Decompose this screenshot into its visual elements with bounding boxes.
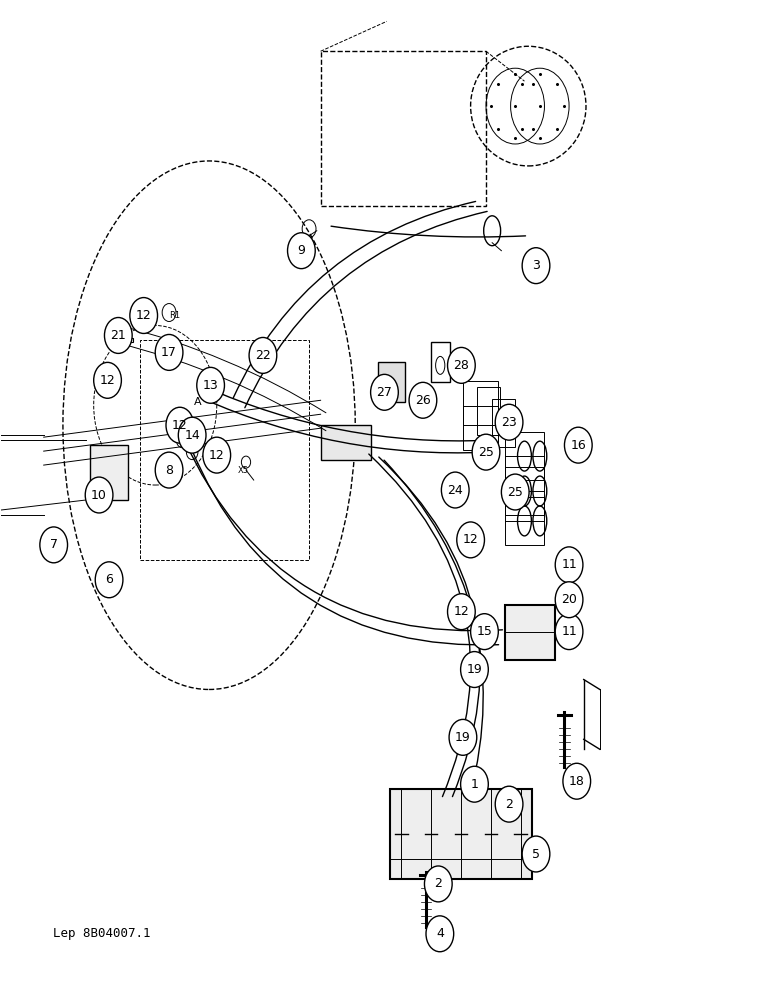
Bar [463,381,497,425]
Circle shape [448,594,476,630]
Text: 11: 11 [561,625,577,638]
Text: R1: R1 [169,311,180,320]
Bar [320,51,486,206]
Text: 3: 3 [532,259,540,272]
Circle shape [203,437,231,473]
Circle shape [555,582,583,618]
Circle shape [457,522,485,558]
Bar [431,342,450,382]
Circle shape [563,763,591,799]
Circle shape [95,562,123,598]
Bar [90,445,128,500]
Circle shape [155,334,183,370]
Circle shape [425,866,452,902]
Text: 21: 21 [110,329,126,342]
Circle shape [461,766,489,802]
Circle shape [104,318,132,353]
Text: 10: 10 [91,489,107,502]
Bar [505,467,543,515]
Text: 14: 14 [185,429,200,442]
Circle shape [448,347,476,383]
Bar [505,432,543,480]
Bar [505,605,555,660]
Circle shape [522,836,550,872]
Text: 18: 18 [569,775,584,788]
Bar [390,789,532,879]
Circle shape [426,916,454,952]
Text: 12: 12 [462,533,479,546]
Circle shape [471,614,498,650]
Text: 6: 6 [105,573,113,586]
Text: 17: 17 [161,346,177,359]
Text: 12: 12 [209,449,225,462]
Circle shape [409,382,437,418]
Circle shape [178,417,206,453]
Text: 1: 1 [470,778,479,791]
Text: 20: 20 [561,593,577,606]
Circle shape [371,374,398,410]
Text: 13: 13 [203,379,218,392]
Text: 23: 23 [501,416,517,429]
Circle shape [461,652,489,687]
Text: 16: 16 [571,439,586,452]
Text: 8: 8 [165,464,173,477]
Text: 12: 12 [136,309,151,322]
Circle shape [555,614,583,650]
Circle shape [522,248,550,284]
Circle shape [93,362,121,398]
Text: 2: 2 [435,877,442,890]
Circle shape [249,337,277,373]
Bar [493,399,515,447]
Text: 25: 25 [478,446,494,459]
Text: 12: 12 [453,605,469,618]
Text: 19: 19 [455,731,471,744]
Text: 25: 25 [507,486,523,499]
Circle shape [555,547,583,583]
Text: 9: 9 [297,244,305,257]
Circle shape [564,427,592,463]
Text: 5: 5 [532,848,540,861]
Circle shape [287,233,315,269]
Circle shape [495,404,523,440]
Circle shape [85,477,113,513]
Circle shape [197,367,225,403]
Text: 12: 12 [172,419,188,432]
Text: 19: 19 [466,663,482,676]
Text: 22: 22 [255,349,271,362]
Circle shape [40,527,67,563]
Text: X4: X4 [192,431,203,440]
Text: 28: 28 [453,359,469,372]
Circle shape [166,407,194,443]
Text: 12: 12 [100,374,116,387]
Text: 2: 2 [505,798,513,811]
Circle shape [442,472,469,508]
Text: X5: X5 [239,466,249,475]
Text: 15: 15 [476,625,493,638]
Circle shape [155,452,183,488]
Text: A: A [194,397,201,407]
Text: 27: 27 [377,386,392,399]
Bar [505,497,543,545]
Text: 7: 7 [49,538,58,551]
Circle shape [501,474,529,510]
Bar [140,340,309,560]
Circle shape [130,298,157,333]
Bar [463,406,497,450]
Text: B: B [300,240,306,250]
Circle shape [495,786,523,822]
Text: Lep 8B04007.1: Lep 8B04007.1 [52,927,150,940]
Text: 26: 26 [415,394,431,407]
Circle shape [449,719,477,755]
Bar [320,425,371,460]
Bar [378,362,405,402]
Text: 11: 11 [561,558,577,571]
Bar [477,387,499,435]
Circle shape [472,434,499,470]
Text: 24: 24 [447,484,463,497]
Text: 4: 4 [436,927,444,940]
